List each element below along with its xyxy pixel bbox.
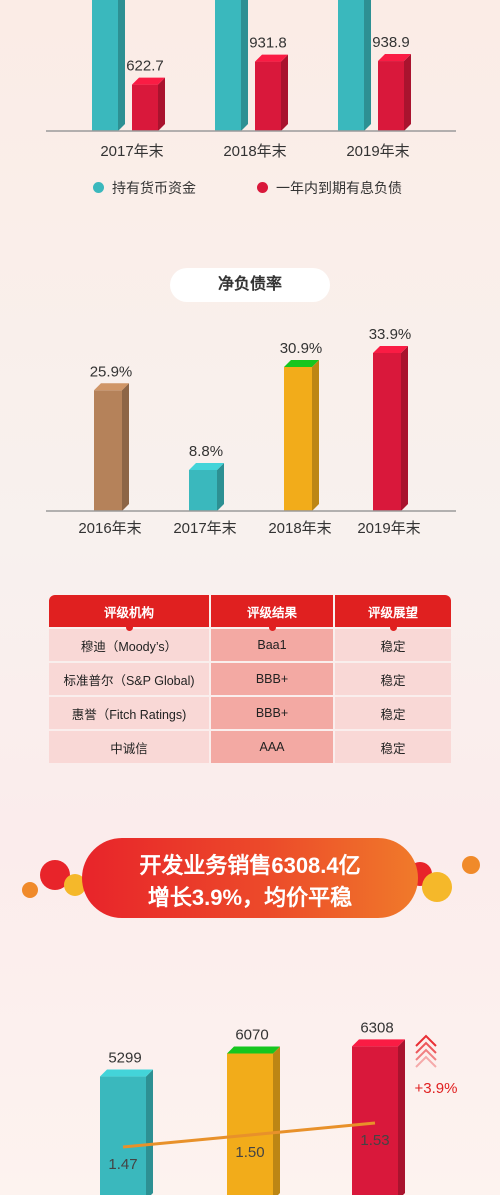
rating-result-cell: BBB+ (211, 697, 333, 729)
rating-outlook-cell: 稳定 (335, 697, 451, 729)
line-label: 1.50 (235, 1144, 264, 1161)
bar-cash (338, 0, 371, 131)
legend-swatch-debt (257, 182, 268, 193)
growth-arrows-icon (415, 1034, 437, 1068)
bar-net-debt (189, 462, 224, 511)
sales-chart: 5299 6070 6308 1.47 1.50 1.53 +3.9% (100, 1019, 458, 1195)
rating-outlook-cell: 稳定 (335, 629, 451, 661)
banner-line-1: 开发业务销售6308.4亿 (139, 853, 361, 878)
bar-cash (215, 0, 248, 131)
growth-label: +3.9% (415, 1080, 458, 1097)
rating-agency-cell: 穆迪（Moody’s） (49, 629, 209, 661)
rating-agency-cell: 标准普尔（S&P Global) (49, 663, 209, 695)
rating-agency-cell: 惠誉（Fitch Ratings) (49, 697, 209, 729)
bar-net-debt (94, 383, 129, 511)
rating-table: 评级机构 评级结果 评级展望 穆迪（Moody’s） Baa1 稳定 标准普尔（… (47, 593, 453, 765)
table-row: 惠誉（Fitch Ratings) BBB+ 稳定 (49, 697, 451, 729)
tick-label: 2016年末 (78, 520, 141, 537)
bar-net-debt (284, 359, 319, 511)
net-debt-ratio-chart: 25.9% 8.8% 30.9% 33.9% 2016年末 2017年末 2018年末 20… (46, 326, 456, 537)
rating-agency-cell: 中诚信 (49, 731, 209, 763)
data-label: 6070 (235, 1027, 268, 1044)
data-label: 30.9% (280, 340, 323, 357)
rating-result-cell: AAA (211, 731, 333, 763)
bar-debt (255, 54, 288, 131)
legend-label-cash: 持有货币资金 (112, 180, 196, 196)
line-label: 1.53 (360, 1132, 389, 1149)
net-debt-ratio-title: 净负债率 (170, 268, 330, 302)
legend-label-debt: 一年内到期有息负债 (276, 180, 402, 196)
decor-ball (422, 872, 452, 902)
bar-net-debt (373, 346, 408, 511)
bar-sales (227, 1046, 280, 1195)
rating-result-cell: Baa1 (211, 629, 333, 661)
rating-header-result: 评级结果 (211, 595, 333, 631)
cash-debt-chart: 622.7 931.8 938.9 2017年末 2018年末 2019年末 (46, 0, 456, 160)
data-label: 5299 (108, 1050, 141, 1067)
table-row: 中诚信 AAA 稳定 (49, 731, 451, 763)
data-label: 938.9 (372, 34, 410, 51)
line-label: 1.47 (108, 1156, 137, 1173)
table-row: 穆迪（Moody’s） Baa1 稳定 (49, 629, 451, 661)
rating-outlook-cell: 稳定 (335, 663, 451, 695)
decor-ball (22, 882, 38, 898)
sales-banner: 开发业务销售6308.4亿 增长3.9%，均价平稳 (82, 838, 418, 918)
tick-label: 2018年末 (268, 520, 331, 537)
data-label: 8.8% (189, 443, 223, 460)
data-label: 25.9% (90, 363, 133, 380)
data-label: 931.8 (249, 35, 287, 52)
rating-header-outlook: 评级展望 (335, 595, 451, 631)
bar-sales (100, 1069, 153, 1195)
tick-label: 2019年末 (346, 143, 409, 160)
price-line (122, 1121, 376, 1149)
bar-sales (352, 1039, 405, 1195)
legend-swatch-cash (93, 182, 104, 193)
rating-header-agency: 评级机构 (49, 595, 209, 631)
bar-debt (132, 77, 165, 131)
bar-cash (92, 0, 125, 131)
rating-result-cell: BBB+ (211, 663, 333, 695)
tick-label: 2017年末 (100, 143, 163, 160)
data-label: 622.7 (126, 58, 164, 75)
rating-outlook-cell: 稳定 (335, 731, 451, 763)
decor-ball (64, 874, 86, 896)
banner-line-2: 增长3.9%，均价平稳 (147, 885, 353, 910)
decor-ball (462, 856, 480, 874)
data-label: 6308 (360, 1019, 393, 1036)
tick-label: 2019年末 (357, 520, 420, 537)
tick-label: 2017年末 (173, 520, 236, 537)
bar-debt (378, 54, 411, 131)
tick-label: 2018年末 (223, 143, 286, 160)
data-label: 33.9% (369, 326, 412, 343)
table-row: 标准普尔（S&P Global) BBB+ 稳定 (49, 663, 451, 695)
